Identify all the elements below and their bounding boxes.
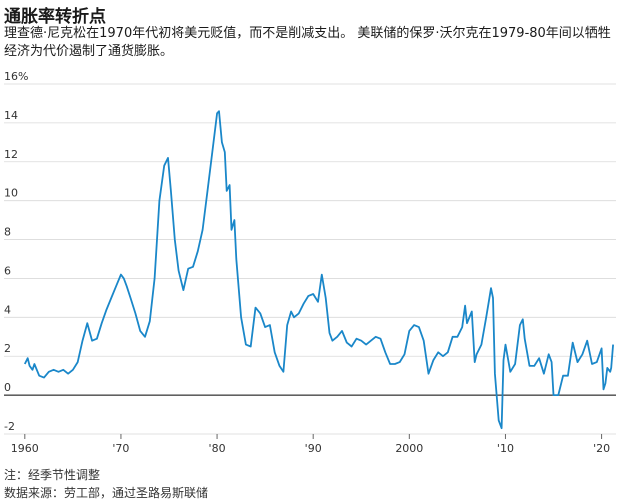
y-tick-label: 6 <box>4 264 11 277</box>
footnote: 注：经季节性调整 <box>4 468 101 482</box>
grid-lines <box>4 83 616 435</box>
x-tick-label: '80 <box>209 442 226 455</box>
x-axis-ticks: 1960 '70 '80 '90 2000 '10 '20 <box>11 434 610 455</box>
x-tick-label: '90 <box>305 442 322 455</box>
inflation-series-line <box>23 110 614 430</box>
y-tick-label: 0 <box>4 381 11 394</box>
x-tick-label: '70 <box>112 442 129 455</box>
y-tick-label: 16% <box>4 70 28 83</box>
y-tick-label: 14 <box>4 109 18 122</box>
y-tick-label: 2 <box>4 342 11 355</box>
x-tick-label: 1960 <box>11 442 39 455</box>
x-tick-label: '20 <box>593 442 610 455</box>
y-axis-ticks: -2 0 2 4 6 8 10 12 14 16% <box>4 70 28 433</box>
x-tick-label: '10 <box>497 442 514 455</box>
chart-title: 通胀率转折点 <box>4 7 106 27</box>
source-note: 数据来源：劳工部，通过圣路易斯联储 <box>4 486 209 500</box>
y-tick-label: 4 <box>4 303 11 316</box>
x-tick-label: 2000 <box>395 442 423 455</box>
y-tick-label: -2 <box>4 420 15 433</box>
chart-subtitle: 理查德·尼克松在1970年代初将美元贬值，而不是削减支出。 美联储的保罗·沃尔克… <box>4 26 611 59</box>
y-tick-label: 12 <box>4 148 18 161</box>
series-layer <box>23 110 614 430</box>
y-tick-label: 8 <box>4 226 11 239</box>
y-tick-label: 10 <box>4 187 18 200</box>
